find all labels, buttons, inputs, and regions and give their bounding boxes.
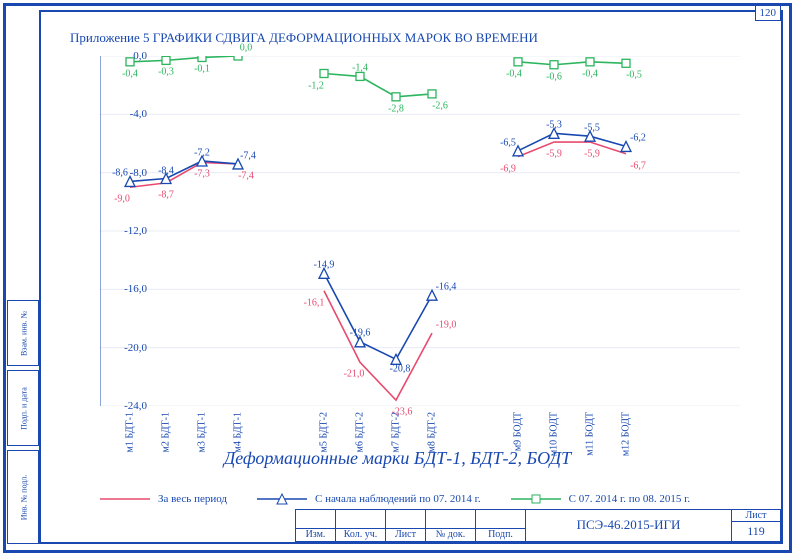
y-tick-label: 0,0 [133,50,147,62]
page-title: Приложение 5 ГРАФИКИ СДВИГА ДЕФОРМАЦИОНН… [70,30,538,46]
data-label: -9,0 [114,194,130,205]
data-label: -5,9 [546,149,562,160]
data-label: -5,5 [584,123,600,134]
x-tick-label: м6 БДТ-2 [355,412,366,452]
side-block-3: Инв. № подл. [7,450,39,544]
data-label: -6,5 [500,137,516,148]
y-tick-label: -12,0 [124,225,147,237]
data-label: -6,7 [630,160,646,171]
data-label: -1,2 [308,80,324,91]
legend-swatch-1 [100,493,150,505]
page-number-top: 120 [755,5,782,21]
data-label: -5,3 [546,120,562,131]
stamp-cell-izm: Изм. [296,510,336,541]
data-label: -16,1 [304,297,325,308]
x-tick-label: м7 БДТ-2 [391,412,402,452]
data-label: -7,3 [194,169,210,180]
data-label: -8,4 [158,165,174,176]
x-tick-label: м4 БДТ-1 [233,412,244,452]
chart-area [100,56,740,406]
data-label: -23,6 [392,407,413,418]
data-label: -0,3 [158,67,174,78]
y-tick-label: -4,0 [130,108,147,120]
data-label: -0,4 [122,68,138,79]
legend-item-3: С 07. 2014 г. по 08. 2015 г. [511,493,691,505]
data-label: -1,4 [352,63,368,74]
data-label: -0,1 [194,64,210,75]
x-tick-label: м12 БОДТ [621,412,632,456]
data-label: -16,4 [436,282,457,293]
y-tick-label: -8,0 [130,167,147,179]
data-label: -6,2 [630,133,646,144]
data-label: -0,5 [626,70,642,81]
data-label: -7,2 [194,148,210,159]
data-label: -2,6 [432,100,448,111]
x-tick-label: м3 БДТ-1 [197,412,208,452]
data-label: -6,9 [500,163,516,174]
legend-swatch-3 [511,493,561,505]
x-tick-label: м8 БДТ-2 [427,412,438,452]
legend-label-1: За весь период [158,493,227,505]
stamp-project: ПСЭ-46.2015-ИГИ [526,510,732,541]
data-label: -2,8 [388,103,404,114]
data-label: -7,4 [238,170,254,181]
data-label: -19,0 [436,320,457,331]
x-tick-label: м1 БДТ-1 [125,412,136,452]
data-label: -5,9 [584,149,600,160]
side-label-1: Взам. инв. № [20,304,29,364]
data-label: -0,4 [506,68,522,79]
data-label: -14,9 [314,260,335,271]
stamp-cell-podp: Подп. [476,510,526,541]
x-tick-label: м2 БДТ-1 [161,412,172,452]
data-label: -0,4 [582,68,598,79]
x-tick-label: м5 БДТ-2 [319,412,330,452]
legend-swatch-2 [257,493,307,505]
chart-svg [100,56,740,406]
y-tick-label: -16,0 [124,283,147,295]
stamp-cell-kol: Кол. уч. [336,510,386,541]
legend-item-2: С начала наблюдений по 07. 2014 г. [257,493,481,505]
side-block-1: Взам. инв. № [7,300,39,366]
x-tick-label: м10 БОДТ [549,412,560,456]
data-label: -0,6 [546,71,562,82]
data-label: -20,8 [390,364,411,375]
title-block: Изм. Кол. уч. Лист № док. Подп. ПСЭ-46.2… [295,509,781,542]
y-tick-label: -20,0 [124,342,147,354]
data-label: -19,6 [350,327,371,338]
data-label: 0,0 [240,43,253,54]
side-label-2: Подп. и дата [20,379,29,439]
y-tick-label: -24,0 [124,400,147,412]
side-label-3: Инв. № подл. [20,468,29,528]
legend-label-2: С начала наблюдений по 07. 2014 г. [315,493,481,505]
x-tick-label: м11 БОДТ [585,412,596,456]
data-label: -8,7 [158,189,174,200]
data-label: -7,4 [240,150,256,161]
data-label: -21,0 [344,369,365,380]
data-label: -8,6 [112,168,128,179]
legend-item-1: За весь период [100,493,227,505]
stamp-sheet: Лист 119 [732,510,780,541]
x-tick-label: м9 БОДТ [513,412,524,451]
stamp-cell-list: Лист [386,510,426,541]
legend-label-3: С 07. 2014 г. по 08. 2015 г. [569,493,691,505]
stamp-cell-ndoc: № док. [426,510,476,541]
side-block-2: Подп. и дата [7,370,39,446]
